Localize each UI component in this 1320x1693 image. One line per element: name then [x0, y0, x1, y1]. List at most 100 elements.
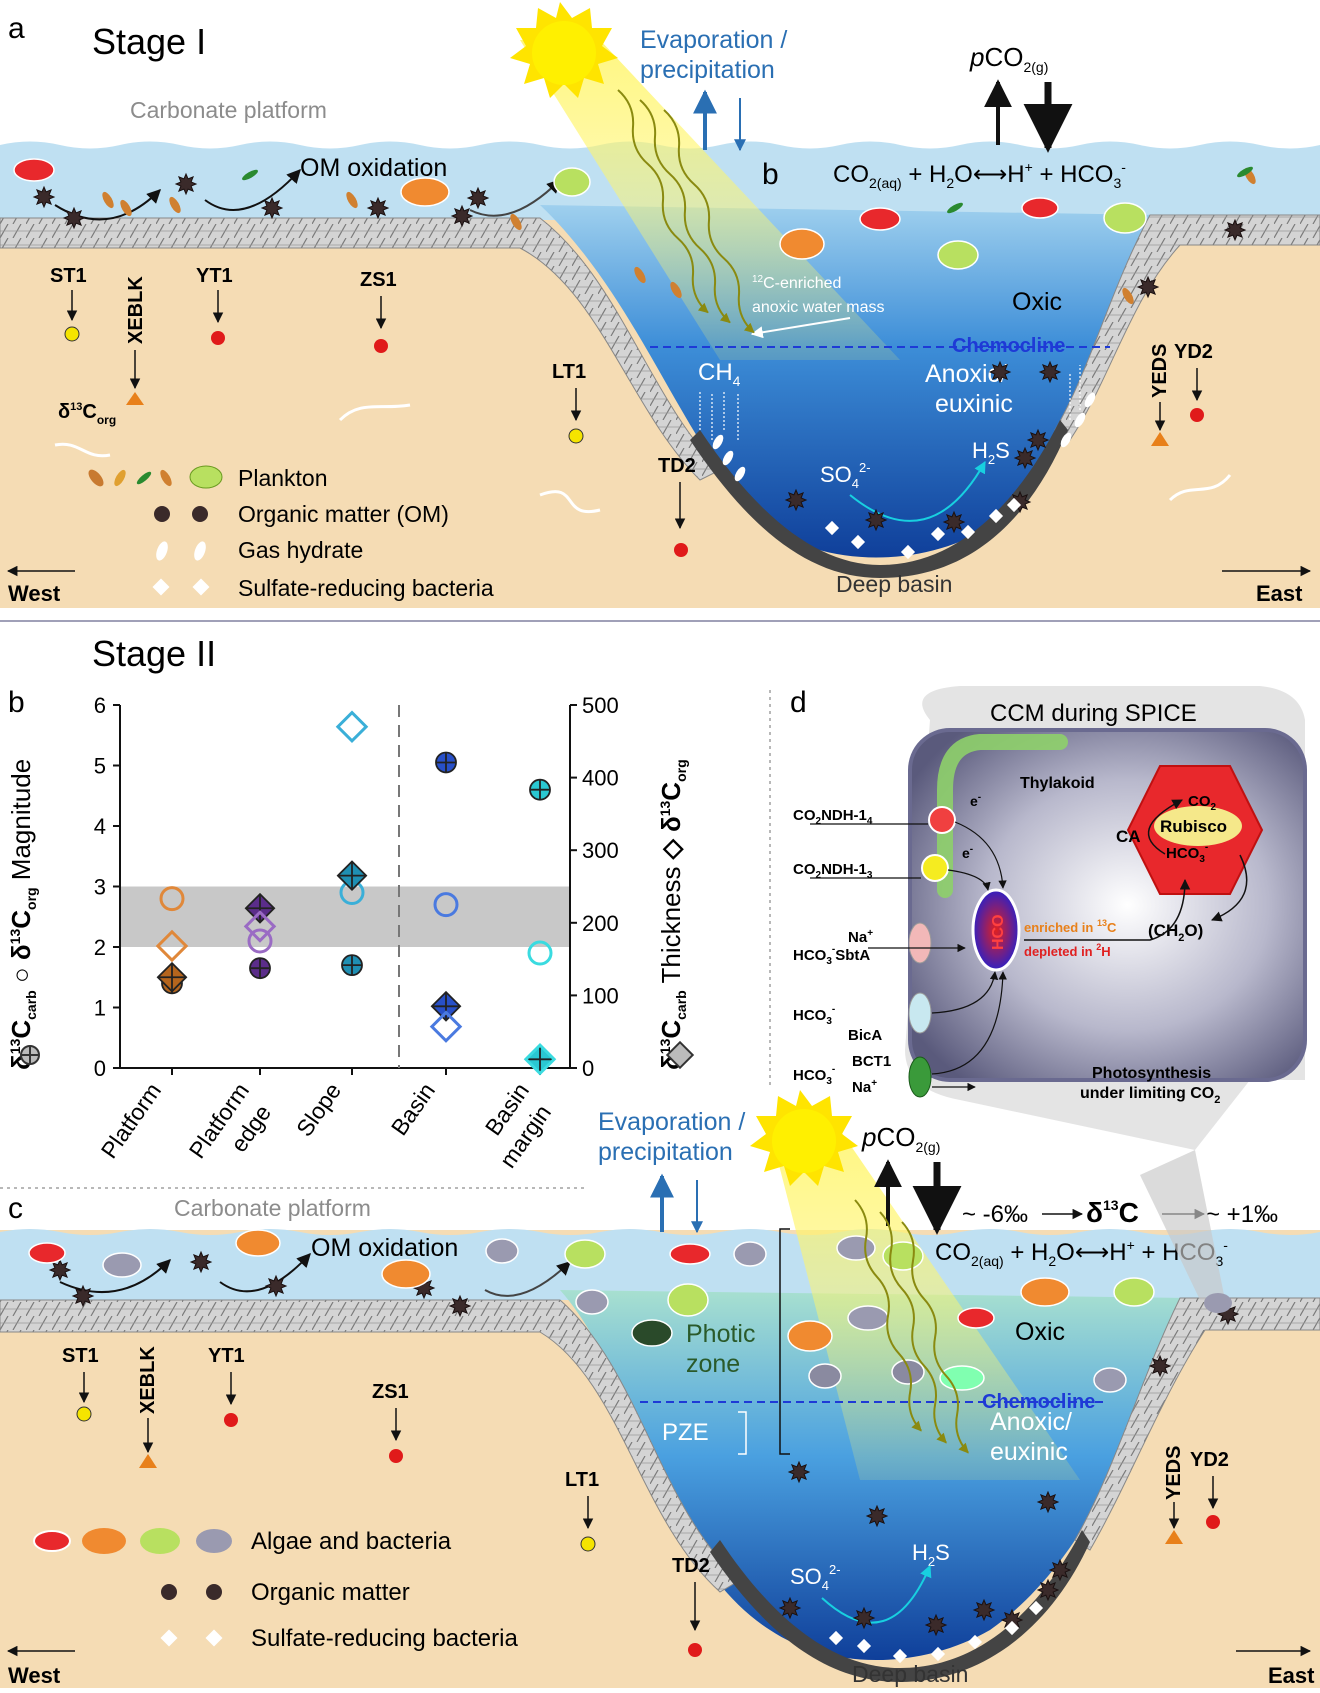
zoomed-cell: [1204, 1293, 1232, 1313]
point-circle-plus: [435, 751, 457, 774]
photic-zone-label-2: zone: [686, 1350, 740, 1378]
point-diamond-plus: [430, 990, 462, 1022]
srb-icon: [152, 578, 210, 596]
carbonate-shelf-east-c: [1074, 1297, 1320, 1551]
sun-core-c: [772, 1109, 836, 1173]
east-label-c: East: [1268, 1663, 1315, 1688]
white-squiggle: [54, 442, 111, 458]
pze-label: PZE: [662, 1419, 709, 1446]
algae-icon: [836, 1235, 876, 1261]
organic-matter-icon: [852, 1606, 876, 1630]
basin-floor: [690, 420, 1068, 578]
sulfate-reduction-arrow-a: [849, 460, 986, 522]
site-label: LT1: [565, 1469, 599, 1491]
deep-basin-label-c: Deep basin: [852, 1661, 968, 1687]
algae-icon: [957, 1307, 995, 1329]
carboxysome-hco3: HCO3-: [1166, 842, 1208, 865]
depleted-label: depleted in 2H: [1024, 942, 1111, 959]
site-st1-c: ST1: [62, 1345, 99, 1422]
legend-c: Algae and bacteria Organic matter Sulfat…: [33, 1528, 518, 1652]
organic-matter-icon: [865, 1504, 889, 1528]
algae-icon: [1093, 1367, 1127, 1393]
evap-label-c1: Evaporation /: [598, 1108, 745, 1136]
y-tick-label-left: 2: [94, 935, 106, 960]
site-td2-a: TD2: [658, 455, 696, 557]
point-diamond-plus: [524, 1043, 556, 1075]
ch4-label-a: CH4: [698, 359, 741, 389]
bct1-transporter: [908, 1056, 932, 1098]
thylakoid-label: Thylakoid: [1020, 775, 1095, 792]
organic-matter-icon: [448, 1294, 472, 1318]
site-label: YD2: [1174, 341, 1213, 363]
site-yeds-c: YEDS: [1163, 1446, 1185, 1544]
algae-icon: [891, 1359, 925, 1385]
organic-matter-icon: [1013, 446, 1037, 470]
algae-icon: [575, 1289, 609, 1315]
d13c-shift-mid: δ13C: [1086, 1197, 1139, 1228]
oxic-label-a: Oxic: [1012, 288, 1062, 316]
bica-transporter: [908, 992, 932, 1034]
om-flux-arrow-c3: [484, 1261, 572, 1297]
carbonate-shelf: [0, 217, 721, 481]
organic-matter-icon: [1026, 428, 1050, 452]
organic-matter-icon: [466, 186, 490, 210]
algae-icon: [235, 1229, 281, 1257]
organic-matter-icon: [260, 196, 284, 220]
y-axis-label-right: δ13Ccarb Thickness ◇ δ13Corg: [656, 759, 689, 1070]
gas-hydrate-icon: [1060, 432, 1072, 448]
site-label: ST1: [62, 1345, 99, 1367]
point-diamond-open: [335, 710, 369, 744]
algae-icon: [847, 1305, 889, 1331]
plankton-icon: [510, 213, 522, 231]
organic-matter-icon: [1036, 1578, 1060, 1602]
east-label-a: East: [1256, 581, 1303, 606]
point-circle-plus: [341, 954, 363, 977]
srb-icon: [900, 544, 916, 560]
site-label: YT1: [208, 1345, 245, 1367]
algae-icon: [564, 1239, 606, 1269]
y-tick-label-right: 400: [582, 766, 619, 791]
oxic-label-c: Oxic: [1015, 1318, 1065, 1346]
srb-icon: [828, 1630, 844, 1646]
point-circle-open: [247, 928, 273, 954]
algae-icon: [28, 1242, 66, 1264]
organic-matter-icon: [71, 1284, 95, 1308]
organic-matter-icon: [62, 206, 86, 230]
decoration-a: [13, 89, 1256, 560]
sun-core: [532, 21, 596, 85]
site-label: XEBLK: [137, 1346, 159, 1414]
panel-a-letter: a: [8, 12, 25, 45]
hco3-pool: [971, 888, 1021, 972]
stage-1-title: Stage I: [92, 21, 206, 62]
rubisco-label: Rubisco: [1160, 817, 1227, 836]
panel-b-letter: b: [8, 686, 25, 719]
gas-hydrate-icon: [712, 434, 724, 450]
plankton-icon: [634, 266, 646, 284]
y-tick-label-left: 4: [94, 814, 106, 839]
carboxysome-co2: CO2: [1188, 793, 1217, 813]
organic-matter-icon: [784, 488, 808, 512]
algae-icon: [937, 240, 979, 270]
plankton-icon: [88, 465, 223, 489]
srb-icon: [892, 1648, 908, 1664]
so4-label-c: SO42-: [790, 1562, 841, 1593]
srb-icon: [1028, 1600, 1044, 1616]
site-label: ZS1: [360, 269, 397, 291]
pco2-label-a: pCO2(g): [969, 42, 1048, 75]
thylakoid: [937, 734, 1068, 898]
inset-b-letter: b: [762, 158, 779, 191]
sun-beam-c: [770, 1130, 1080, 1480]
algae-icon: [553, 167, 591, 197]
site-yt1-c: YT1: [208, 1345, 245, 1427]
hco3-bica-label: HCO3-: [793, 1004, 835, 1027]
photic-zone-bracket: [779, 1228, 790, 1455]
point-diamond-open: [523, 1043, 557, 1076]
organic-matter-icon: [1136, 275, 1160, 299]
e-label-2: e-: [962, 844, 973, 861]
plankton-icon: [242, 169, 258, 181]
organic-matter-icon: [1148, 1354, 1172, 1378]
gas-hydrate-icon: [722, 450, 734, 466]
